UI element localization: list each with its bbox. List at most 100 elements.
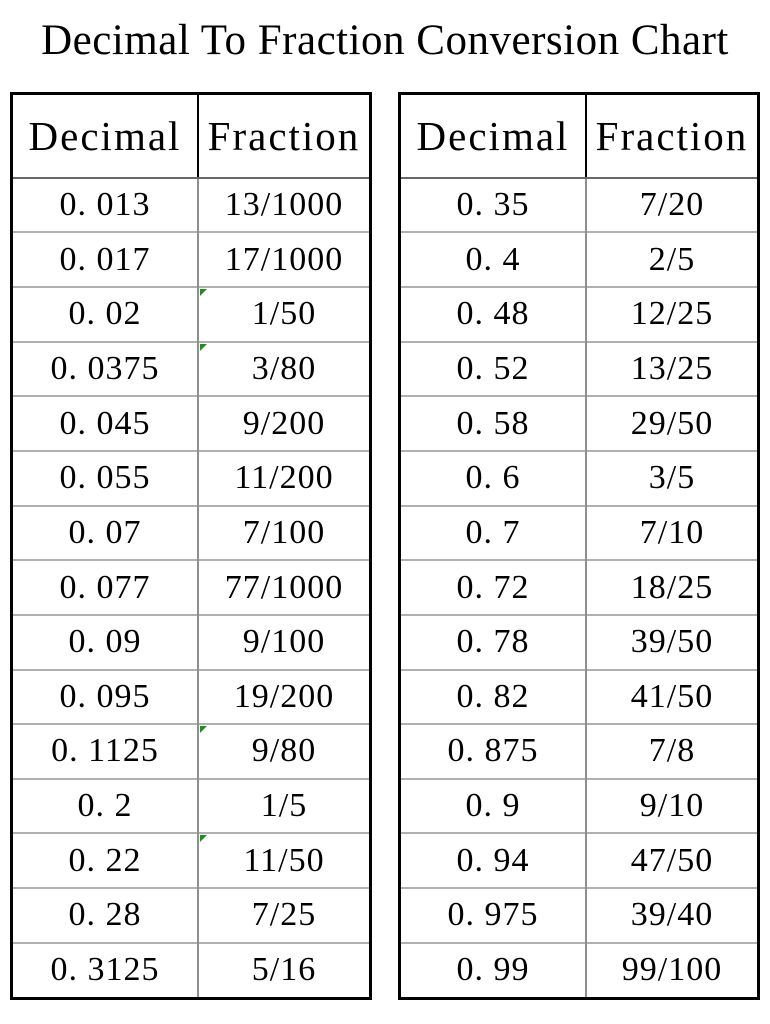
table-row: 0. 045 9/200 — [11, 395, 371, 451]
fraction-cell: 99/100 — [586, 941, 759, 999]
table-row: 0. 095 19/200 — [11, 668, 371, 725]
fraction-cell: 11/50 — [198, 832, 371, 889]
cell-error-mark-icon — [200, 835, 207, 843]
table-body-right: 0. 35 7/20 0. 4 2/5 0. 48 12/25 0. 52 13/25 0. 5… — [399, 177, 759, 999]
fraction-cell: 13/1000 — [224, 186, 344, 224]
conversion-table-left: Decimal Fraction 0. 013 13/1000 0. 017 17/1… — [10, 91, 372, 1000]
table-row: 0. 99 99/100 — [399, 941, 759, 999]
fraction-cell: 1/5 — [198, 777, 371, 834]
table-row: 0. 58 29/50 — [399, 395, 759, 451]
table-row: 0. 22 11/50 — [11, 832, 371, 889]
table-row: 0. 02 1/50 — [11, 286, 371, 342]
column-header-fraction: Fraction — [198, 93, 371, 179]
decimal-cell: 0. 28 — [11, 887, 199, 943]
fraction-cell: 11/200 — [198, 449, 371, 506]
cell-error-mark-icon — [200, 726, 207, 734]
table-row: 0. 48 12/25 — [399, 286, 759, 342]
fraction-cell: 7/100 — [198, 504, 371, 561]
fraction-cell: 19/200 — [198, 668, 371, 725]
fraction-cell: 7/10 — [586, 504, 759, 561]
fraction-cell: 39/50 — [586, 613, 759, 670]
header-row: Decimal Fraction — [11, 93, 371, 179]
fraction-cell: 9/200 — [198, 395, 371, 451]
fraction-cell: 1/50 — [198, 286, 371, 342]
table-row: 0. 78 39/50 — [399, 613, 759, 670]
decimal-cell: 0. 975 — [399, 887, 587, 943]
table-row: 0. 3125 5/16 — [11, 941, 371, 999]
decimal-cell: 0. 045 — [11, 395, 199, 451]
table-row: 0. 2 1/5 — [11, 777, 371, 834]
decimal-cell: 0. 9 — [399, 777, 587, 834]
decimal-cell: 0. 6 — [399, 449, 587, 506]
decimal-cell: 0. 72 — [399, 559, 587, 615]
table-row: 0. 055 11/200 — [11, 449, 371, 506]
fraction-cell: 2/5 — [586, 231, 759, 288]
fraction-cell: 29/50 — [586, 395, 759, 451]
decimal-cell: 0. 017 — [11, 231, 199, 288]
fraction-cell: 13/25 — [586, 340, 759, 397]
table-header-left: Decimal Fraction — [11, 93, 371, 179]
decimal-cell: 0. 02 — [11, 286, 199, 342]
table-row: 0. 017 17/1000 — [11, 231, 371, 288]
column-header-decimal: Decimal — [11, 93, 199, 179]
table-row: 0. 7 7/10 — [399, 504, 759, 561]
page-title: Decimal To Fraction Conversion Chart — [41, 17, 729, 64]
fraction-cell: 77/1000 — [198, 559, 371, 615]
decimal-cell: 0. 07 — [11, 504, 199, 561]
decimal-cell: 0. 875 — [399, 723, 587, 779]
table-row: 0. 07 7/100 — [11, 504, 371, 561]
decimal-cell: 0. 013 — [11, 177, 199, 233]
decimal-cell: 0. 0375 — [11, 340, 199, 397]
decimal-cell: 0. 7 — [399, 504, 587, 561]
decimal-cell: 0. 58 — [399, 395, 587, 451]
cell-error-mark-icon — [200, 343, 207, 351]
table-row: 0. 72 18/25 — [399, 559, 759, 615]
decimal-cell: 0. 52 — [399, 340, 587, 397]
decimal-cell: 0. 095 — [11, 668, 199, 725]
fraction-cell: 18/25 — [586, 559, 759, 615]
fraction-cell: 7/8 — [586, 723, 759, 779]
fraction-cell: 41/50 — [586, 668, 759, 725]
fraction-cell: 12/25 — [586, 286, 759, 342]
table-row: 0. 9 9/10 — [399, 777, 759, 834]
decimal-cell: 0. 1125 — [11, 723, 199, 779]
decimal-cell: 0. 09 — [11, 613, 199, 670]
fraction-cell: 39/40 — [586, 887, 759, 943]
fraction-cell: 47/50 — [586, 832, 759, 889]
table-row: 0. 0375 3/80 — [11, 340, 371, 397]
table-row: 0. 52 13/25 — [399, 340, 759, 397]
table-row: 0. 6 3/5 — [399, 449, 759, 506]
decimal-cell: 0. 3125 — [11, 941, 199, 999]
decimal-cell: 0. 99 — [399, 941, 587, 999]
table-row: 0. 875 7/8 — [399, 723, 759, 779]
decimal-cell: 0. 94 — [399, 832, 587, 889]
column-header-decimal: Decimal — [399, 93, 587, 179]
table-row: 0. 28 7/25 — [11, 887, 371, 943]
decimal-cell: 0. 35 — [399, 177, 587, 233]
decimal-cell: 0. 2 — [11, 777, 199, 834]
decimal-cell: 0. 48 — [399, 286, 587, 342]
table-row: 0. 013 13/1000 — [11, 177, 371, 233]
table-row: 0. 4 2/5 — [399, 231, 759, 288]
decimal-cell: 0. 22 — [11, 832, 199, 889]
fraction-cell: 3/80 — [198, 340, 371, 397]
column-header-fraction: Fraction — [586, 93, 759, 179]
fraction-cell: 9/80 — [198, 723, 371, 779]
tables-container: Decimal Fraction 0. 013 13/1000 0. 017 17/1… — [0, 91, 770, 1000]
header-row: Decimal Fraction — [399, 93, 759, 179]
decimal-cell: 0. 78 — [399, 613, 587, 670]
table-row: 0. 94 47/50 — [399, 832, 759, 889]
decimal-cell: 0. 055 — [11, 449, 199, 506]
decimal-cell: 0. 077 — [11, 559, 199, 615]
fraction-cell: 7/25 — [198, 887, 371, 943]
decimal-cell: 0. 82 — [399, 668, 587, 725]
fraction-cell: 3/5 — [586, 449, 759, 506]
fraction-cell: 5/16 — [198, 941, 371, 999]
fraction-cell: 9/100 — [198, 613, 371, 670]
table-row: 0. 1125 9/80 — [11, 723, 371, 779]
fraction-cell: 9/10 — [586, 777, 759, 834]
cell-error-mark-icon — [200, 289, 207, 297]
fraction-cell: 7/20 — [639, 186, 705, 224]
table-row: 0. 09 9/100 — [11, 613, 371, 670]
